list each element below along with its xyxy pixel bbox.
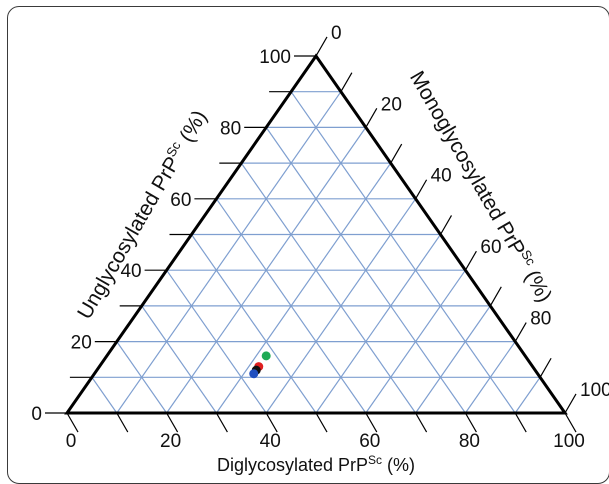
grid-line-diglycosylated xyxy=(290,91,516,414)
tick-right xyxy=(315,36,328,57)
grid-line-monoglycosylated xyxy=(514,376,541,414)
grid-line-monoglycosylated xyxy=(464,341,516,414)
grid-line-diglycosylated xyxy=(116,341,168,414)
tick-right xyxy=(489,286,502,307)
tick-label-left: 0 xyxy=(31,404,42,425)
tick-right xyxy=(564,393,577,414)
tick-bottom xyxy=(365,412,378,433)
grid-line-monoglycosylated xyxy=(315,234,441,414)
grid-line-monoglycosylated xyxy=(116,91,342,414)
tick-label-bottom: 20 xyxy=(160,431,181,452)
tick-right xyxy=(390,143,403,164)
tick-bottom xyxy=(464,412,477,433)
tick-bottom xyxy=(166,412,179,433)
tick-right xyxy=(464,250,477,271)
tick-bottom xyxy=(66,412,79,433)
grid-line-monoglycosylated xyxy=(215,162,392,414)
tick-right xyxy=(340,72,353,93)
tick-label-right: 100 xyxy=(580,380,609,401)
left-axis-title: Unglycosylated PrPSc (%) xyxy=(71,105,211,323)
tick-marks xyxy=(45,36,577,433)
tick-label-bottom: 40 xyxy=(260,431,281,452)
tick-label-left: 100 xyxy=(259,47,291,68)
tick-bottom xyxy=(564,412,577,433)
grid-line-diglycosylated xyxy=(240,162,417,414)
tick-bottom xyxy=(116,412,129,433)
tick-label-bottom: 80 xyxy=(459,431,480,452)
tick-label-left: 80 xyxy=(220,118,241,139)
grid-line-diglycosylated xyxy=(166,269,267,414)
grid-line-diglycosylated xyxy=(191,234,317,414)
tick-label-right: 60 xyxy=(480,237,501,258)
tick-label-left: 60 xyxy=(170,190,191,211)
data-point xyxy=(249,369,259,379)
tick-bottom xyxy=(514,412,527,433)
data-points xyxy=(249,351,271,379)
grid-line-diglycosylated xyxy=(141,305,217,414)
tick-bottom xyxy=(215,412,228,433)
tick-label-right: 20 xyxy=(381,94,402,115)
tick-label-right: 0 xyxy=(331,23,342,44)
grid-line-monoglycosylated xyxy=(415,305,491,414)
grid-line-diglycosylated xyxy=(91,376,118,414)
tick-labels: 0 0 100 20 20 80 40 40 60 60 60 40 80 80 20 100 100 0 xyxy=(31,23,609,452)
tick-right xyxy=(415,179,428,200)
tick-label-right: 80 xyxy=(530,309,551,330)
tick-label-left: 20 xyxy=(71,333,92,354)
tick-right xyxy=(539,357,552,378)
tick-right xyxy=(365,108,378,128)
tick-label-bottom: 100 xyxy=(553,431,585,452)
tick-right xyxy=(514,322,527,342)
tick-bottom xyxy=(415,412,428,433)
tick-label-right: 40 xyxy=(431,166,452,187)
tick-label-bottom: 60 xyxy=(359,431,380,452)
tick-label-left: 40 xyxy=(120,261,141,282)
data-point xyxy=(261,351,271,361)
grid-line-monoglycosylated xyxy=(365,269,466,414)
tick-bottom xyxy=(315,412,328,433)
grid-lines xyxy=(91,91,541,414)
bottom-axis-title: Diglycosylated PrPSc (%) xyxy=(217,453,415,475)
tick-label-bottom: 0 xyxy=(66,431,77,452)
tick-right xyxy=(439,215,453,235)
tick-bottom xyxy=(265,412,278,433)
